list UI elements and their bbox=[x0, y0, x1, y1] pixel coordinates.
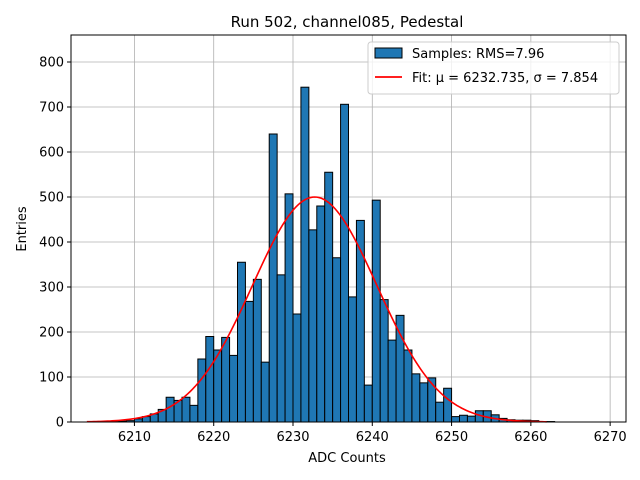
histogram-bar bbox=[332, 257, 342, 423]
histogram-bar bbox=[237, 261, 246, 423]
histogram-bar bbox=[459, 414, 468, 423]
legend-fit-label: Fit: μ = 6232.735, σ = 7.854 bbox=[412, 71, 598, 86]
legend-box bbox=[367, 41, 620, 95]
histogram-bar bbox=[371, 199, 381, 423]
x-tick-label: 6220 bbox=[197, 430, 230, 445]
fit-curve-group bbox=[86, 196, 547, 423]
legend-histogram-label: Samples: RMS=7.96 bbox=[412, 47, 544, 62]
histogram-bar bbox=[229, 354, 238, 423]
histogram-bar bbox=[260, 361, 270, 423]
y-tick-label: 600 bbox=[39, 146, 64, 161]
histogram-bar bbox=[276, 274, 286, 423]
histogram-bar bbox=[316, 205, 326, 423]
histogram-bar bbox=[340, 103, 350, 423]
histogram-bar bbox=[363, 384, 373, 423]
histogram-bar bbox=[435, 401, 445, 423]
histogram-bar bbox=[379, 299, 389, 423]
histogram-bar bbox=[181, 396, 191, 423]
legend: Samples: RMS=7.96 Fit: μ = 6232.735, σ =… bbox=[367, 41, 620, 95]
histogram-bar bbox=[348, 296, 357, 423]
histogram-bar bbox=[387, 339, 397, 423]
y-tick-label: 800 bbox=[39, 56, 64, 71]
histogram-bar bbox=[268, 133, 278, 423]
histogram-bar bbox=[300, 86, 310, 423]
histogram-bar bbox=[252, 278, 262, 423]
histogram-bar bbox=[308, 229, 318, 423]
histogram-bar bbox=[284, 193, 294, 423]
plot-frame bbox=[70, 34, 627, 423]
x-tick-label: 6240 bbox=[356, 430, 389, 445]
y-tick-label: 500 bbox=[39, 191, 64, 206]
y-tick-label: 400 bbox=[39, 236, 64, 251]
x-tick-label: 6230 bbox=[276, 430, 309, 445]
histogram-bar bbox=[466, 415, 476, 423]
histogram-bar bbox=[419, 382, 429, 423]
y-tick-label: 300 bbox=[39, 281, 64, 296]
histogram-bar bbox=[443, 387, 453, 423]
x-tick-label: 6260 bbox=[514, 430, 547, 445]
y-axis-label: Entries bbox=[15, 206, 30, 252]
histogram-bar bbox=[189, 404, 199, 423]
histogram-bar bbox=[395, 314, 405, 423]
histogram-bar bbox=[411, 373, 421, 423]
y-tick-label: 700 bbox=[39, 101, 64, 116]
chart-title: Run 502, channel085, Pedestal bbox=[231, 13, 464, 31]
fit-curve bbox=[86, 196, 547, 423]
histogram-bar bbox=[403, 349, 413, 423]
x-tick-label: 6210 bbox=[118, 430, 151, 445]
x-axis-ticks: 6210 6220 6230 6240 6250 6260 6270 bbox=[118, 422, 627, 445]
x-axis-label: ADC Counts bbox=[308, 451, 386, 466]
y-axis-ticks: 0 100 200 300 400 500 600 700 800 bbox=[39, 56, 71, 431]
histogram-bar bbox=[292, 313, 302, 423]
histogram-bar bbox=[221, 336, 231, 423]
histogram-bar bbox=[165, 396, 175, 423]
histogram-bars bbox=[110, 86, 556, 423]
histogram-bar bbox=[324, 171, 334, 423]
histogram-bar bbox=[244, 300, 254, 423]
histogram-bar bbox=[205, 336, 215, 423]
x-tick-label: 6250 bbox=[435, 430, 468, 445]
legend-histogram-swatch bbox=[374, 47, 403, 59]
x-tick-label: 6270 bbox=[594, 430, 627, 445]
y-tick-label: 0 bbox=[56, 416, 64, 431]
histogram-bar bbox=[451, 416, 461, 423]
histogram-bar bbox=[197, 358, 207, 423]
y-tick-label: 100 bbox=[39, 371, 64, 386]
y-tick-label: 200 bbox=[39, 326, 64, 341]
